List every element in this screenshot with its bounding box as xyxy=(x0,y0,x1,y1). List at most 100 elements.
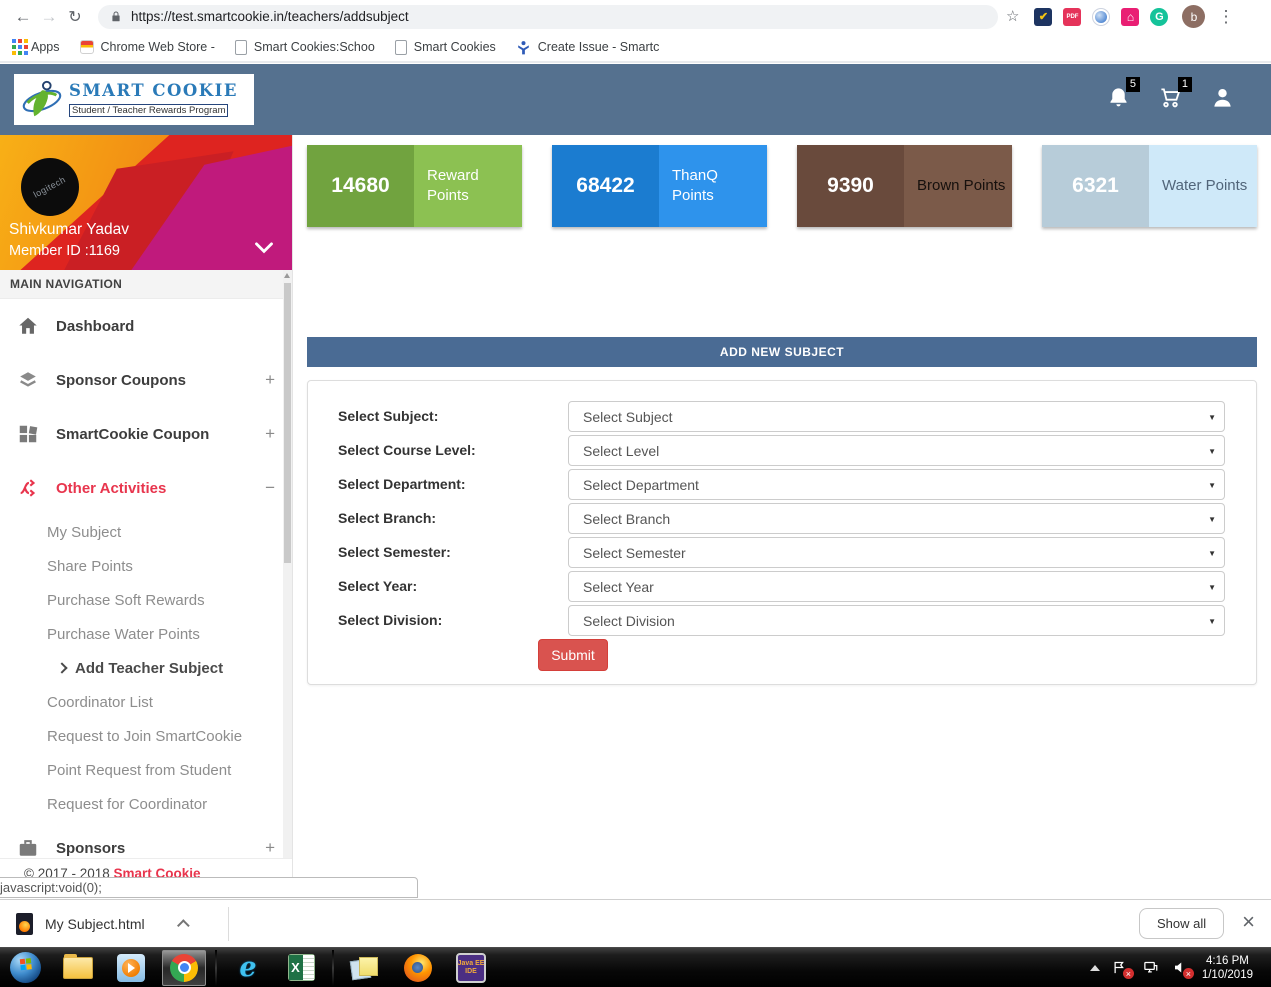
notifications-bell-icon[interactable]: 5 xyxy=(1107,77,1140,110)
nav-label: Other Activities xyxy=(56,479,167,497)
thanq-points-label: ThanQ Points xyxy=(659,145,767,227)
smartcookie-logo-icon xyxy=(22,80,62,116)
year-select[interactable]: Select Year xyxy=(568,571,1225,602)
bookmark-label: Smart Cookies xyxy=(413,40,496,54)
download-bar: My Subject.html Show all xyxy=(0,899,1271,947)
bookmark-star-icon[interactable] xyxy=(1006,7,1019,26)
sidebar-subitem-request-coordinator[interactable]: Request for Coordinator xyxy=(47,795,208,813)
bookmark-smart-cookies-school[interactable]: Smart Cookies:Schoo xyxy=(234,39,375,55)
show-all-button[interactable]: Show all xyxy=(1139,908,1225,939)
downloaded-file-item[interactable]: My Subject.html xyxy=(0,900,206,947)
subject-label: Select Subject: xyxy=(338,408,439,424)
semester-select[interactable]: Select Semester xyxy=(568,537,1225,568)
sidebar-item-sponsor-coupons[interactable]: Sponsor Coupons + xyxy=(0,353,292,407)
grammarly-extension-icon[interactable]: G xyxy=(1150,7,1169,26)
volume-muted-icon[interactable] xyxy=(1172,960,1194,979)
docs-extension-icon[interactable] xyxy=(1092,7,1111,26)
address-bar[interactable]: https://test.smartcookie.in/teachers/add… xyxy=(98,4,998,29)
branch-select[interactable]: Select Branch xyxy=(568,503,1225,534)
sidebar-subitem-coordinator-list[interactable]: Coordinator List xyxy=(47,693,153,711)
browser-menu-icon[interactable] xyxy=(1217,7,1234,27)
reward-points-card[interactable]: 14680 Reward Points xyxy=(307,145,522,227)
notification-badge: 5 xyxy=(1125,77,1140,92)
scroll-up-arrow[interactable] xyxy=(284,273,290,278)
chevron-down-icon[interactable] xyxy=(254,241,274,255)
brown-points-card[interactable]: 9390 Brown Points xyxy=(797,145,1012,227)
action-center-flag-icon[interactable] xyxy=(1112,960,1134,979)
apps-shortcut[interactable]: Apps xyxy=(12,39,60,54)
system-tray: 4:16 PM 1/10/2019 xyxy=(1089,954,1271,982)
expand-plus[interactable]: + xyxy=(265,424,275,443)
bookmark-chrome-web-store[interactable]: Chrome Web Store - xyxy=(79,40,215,54)
sidebar-item-sponsors[interactable]: Sponsors + xyxy=(0,821,292,875)
back-icon[interactable] xyxy=(10,4,36,30)
home-extension-icon[interactable] xyxy=(1121,7,1140,26)
course-level-select[interactable]: Select Level xyxy=(568,435,1225,466)
division-label: Select Division: xyxy=(338,612,443,628)
taskbar-firefox[interactable] xyxy=(396,950,440,986)
expand-plus[interactable]: + xyxy=(265,370,275,389)
bookmark-label: Chrome Web Store - xyxy=(100,40,215,54)
sidebar-item-smartcookie-coupon[interactable]: SmartCookie Coupon + xyxy=(0,407,292,461)
sidebar-item-dashboard[interactable]: Dashboard xyxy=(0,299,292,353)
user-avatar[interactable]: logitech xyxy=(21,158,79,216)
department-select[interactable]: Select Department xyxy=(568,469,1225,500)
network-icon[interactable] xyxy=(1142,960,1160,976)
sidebar-item-other-activities[interactable]: Other Activities − xyxy=(0,461,292,515)
windows-start-icon xyxy=(9,952,41,983)
sidebar-subitem-my-subject[interactable]: My Subject xyxy=(47,523,122,541)
nav-label: Sponsor Coupons xyxy=(56,371,186,389)
download-filename: My Subject.html xyxy=(45,915,145,932)
sidebar-subitem-add-teacher-subject[interactable]: Add Teacher Subject xyxy=(0,651,292,685)
folder-icon xyxy=(63,953,93,979)
collapse-minus[interactable]: − xyxy=(265,478,275,497)
branch-label: Select Branch: xyxy=(338,510,437,526)
taskbar-file-explorer[interactable] xyxy=(56,950,100,986)
divider xyxy=(215,949,217,986)
create-issue-icon xyxy=(517,40,529,54)
year-label: Select Year: xyxy=(338,578,418,594)
sidebar-subitem-purchase-soft-rewards[interactable]: Purchase Soft Rewards xyxy=(47,591,205,609)
download-options-caret-icon[interactable] xyxy=(176,919,190,932)
taskbar-excel[interactable]: X xyxy=(279,950,323,986)
app-header: SMART COOKIE Student / Teacher Rewards P… xyxy=(0,64,1271,135)
checkmark-extension-icon[interactable] xyxy=(1034,7,1053,26)
water-points-value: 6321 xyxy=(1042,145,1149,227)
bookmark-smart-cookies[interactable]: Smart Cookies xyxy=(394,39,496,55)
sidebar-subitem-purchase-water-points[interactable]: Purchase Water Points xyxy=(47,625,200,643)
water-points-card[interactable]: 6321 Water Points xyxy=(1042,145,1257,227)
taskbar-media-player[interactable] xyxy=(109,950,153,986)
taskbar-chrome-active[interactable] xyxy=(162,949,206,986)
sidebar-scrollbar[interactable] xyxy=(283,270,292,898)
smartcookie-logo[interactable]: SMART COOKIE Student / Teacher Rewards P… xyxy=(14,74,254,125)
bookmark-create-issue[interactable]: Create Issue - Smartc xyxy=(516,40,659,55)
sidebar-subitem-share-points[interactable]: Share Points xyxy=(47,557,133,575)
submit-button[interactable]: Submit xyxy=(538,639,608,671)
cart-icon[interactable]: 1 xyxy=(1159,77,1192,110)
show-hidden-icons-arrow[interactable] xyxy=(1089,964,1100,971)
thanq-points-card[interactable]: 68422 ThanQ Points xyxy=(552,145,767,227)
expand-plus[interactable]: + xyxy=(265,838,275,857)
taskbar-clock[interactable]: 4:16 PM 1/10/2019 xyxy=(1202,954,1261,982)
close-download-bar-icon[interactable] xyxy=(1242,913,1255,934)
sidebar-subitem-request-join[interactable]: Request to Join SmartCookie xyxy=(47,727,243,745)
browser-profile-avatar[interactable]: b xyxy=(1182,5,1206,28)
subject-select[interactable]: Select Subject xyxy=(568,401,1225,432)
status-tooltip: javascript:void(0); xyxy=(0,877,418,898)
taskbar-sticky-notes[interactable] xyxy=(343,950,387,986)
pdf-extension-icon[interactable]: PDF xyxy=(1063,7,1082,26)
division-select[interactable]: Select Division xyxy=(568,605,1225,636)
start-button[interactable] xyxy=(3,950,47,986)
scrollbar-thumb[interactable] xyxy=(284,283,291,563)
sidebar-subitem-point-request[interactable]: Point Request from Student xyxy=(47,761,232,779)
taskbar-internet-explorer[interactable]: e xyxy=(226,950,270,986)
reload-icon[interactable] xyxy=(62,4,88,30)
profile-member-id: Member ID :1169 xyxy=(9,243,120,259)
logo-title: SMART COOKIE xyxy=(69,81,238,100)
taskbar-java-ide[interactable]: Java EE IDE xyxy=(449,950,493,986)
user-account-icon[interactable] xyxy=(1211,86,1235,110)
forward-icon[interactable] xyxy=(36,4,62,30)
grid-icon xyxy=(19,425,38,443)
cart-badge: 1 xyxy=(1177,77,1192,92)
